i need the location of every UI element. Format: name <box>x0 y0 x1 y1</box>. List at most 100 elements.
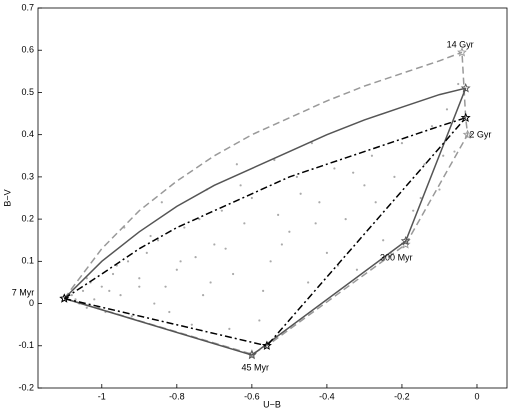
scatter-point <box>374 201 377 204</box>
scatter-point <box>280 243 283 246</box>
scatter-point <box>382 239 385 242</box>
star-marker <box>460 112 471 122</box>
scatter-point <box>352 171 355 174</box>
scatter-point <box>355 268 359 271</box>
scatter-point <box>138 285 141 288</box>
scatter-point <box>370 154 374 157</box>
scatter-point <box>93 298 96 301</box>
scatter-point <box>430 125 434 128</box>
scatter-point <box>108 289 111 292</box>
annotation: 300 Myr <box>380 252 413 262</box>
scatter-point <box>299 192 302 195</box>
star-marker <box>246 349 257 360</box>
y-axis-label: B−V <box>2 189 12 206</box>
scatter-point <box>224 247 227 250</box>
scatter-point <box>156 239 160 242</box>
scatter-point <box>363 184 366 187</box>
scatter-point <box>453 150 456 153</box>
star-marker <box>400 235 411 246</box>
scatter-point <box>160 201 163 204</box>
scatter-point <box>126 260 130 263</box>
scatter-point <box>423 163 426 166</box>
scatter-point <box>74 298 77 301</box>
scatter-point <box>130 315 133 318</box>
scatter-point <box>445 108 449 111</box>
scatter-point <box>70 294 73 297</box>
scatter-point <box>277 213 280 216</box>
annotation: 14 Gyr <box>447 40 474 50</box>
star-marker <box>462 129 473 139</box>
scatter-point <box>438 188 441 191</box>
scatter-point <box>138 277 141 280</box>
scatter-point <box>183 226 186 229</box>
y-tick-label: 0.6 <box>21 45 34 55</box>
star-marker <box>59 293 70 303</box>
x-tick-label: -0.6 <box>244 391 260 401</box>
scatter-point <box>198 218 201 221</box>
series-line <box>63 51 463 299</box>
scatter-point <box>333 167 336 170</box>
scatter-point <box>243 222 246 225</box>
y-tick-label: 0.1 <box>21 256 34 266</box>
scatter-point <box>310 142 313 145</box>
scatter-point <box>153 302 156 305</box>
x-tick-label: -0.8 <box>169 391 185 401</box>
scatter-point <box>412 209 415 212</box>
scatter-point <box>307 281 310 284</box>
scatter-point <box>262 289 265 292</box>
series-line <box>63 87 466 300</box>
star-marker <box>460 82 471 93</box>
scatter-point <box>295 175 298 178</box>
y-tick-label: -0.1 <box>18 340 34 350</box>
y-tick-label: 0 <box>29 298 34 308</box>
y-tick-label: 0.7 <box>21 2 34 12</box>
scatter-point <box>194 256 197 259</box>
y-tick-label: 0.4 <box>21 129 34 139</box>
annotation: 45 Myr <box>241 363 269 373</box>
plot-frame <box>37 7 508 389</box>
scatter-point <box>235 163 238 166</box>
y-tick-label: -0.2 <box>18 382 34 392</box>
x-tick-label: -0.2 <box>394 391 410 401</box>
x-axis-label: U−B <box>263 399 281 409</box>
scatter-point <box>81 289 85 292</box>
y-tick-label: 0.3 <box>21 171 34 181</box>
scatter-point <box>442 154 445 157</box>
annotation: 7 Myr <box>12 287 35 297</box>
series-line <box>64 87 467 356</box>
scatter-point <box>168 310 171 314</box>
scatter-point <box>273 158 276 162</box>
scatter-point <box>419 196 422 200</box>
scatter-point <box>119 294 122 297</box>
scatter-point <box>250 196 253 200</box>
scatter-point <box>325 251 329 254</box>
x-tick-label: -1 <box>98 391 106 401</box>
scatter-point <box>111 272 115 276</box>
scatter-point <box>85 306 88 309</box>
annotation: 2 Gyr <box>469 129 491 139</box>
scatter-point <box>314 222 317 225</box>
scatter-point <box>213 243 216 246</box>
scatter-point <box>457 82 460 86</box>
scatter-point <box>164 285 167 288</box>
scatter-point <box>239 184 242 187</box>
y-tick-label: 0.5 <box>21 87 34 97</box>
scatter-point <box>232 272 235 276</box>
scatter-point <box>209 281 212 284</box>
series-line <box>63 117 466 300</box>
scatter-point <box>393 175 396 178</box>
scatter-point <box>400 142 404 145</box>
scatter-point <box>190 323 193 326</box>
scatter-point <box>201 294 205 297</box>
scatter-point <box>175 268 178 271</box>
star-marker <box>261 340 272 350</box>
x-tick-label: 0 <box>474 391 479 401</box>
scatter-point <box>179 260 182 263</box>
star-marker <box>457 47 467 57</box>
scatter-point <box>269 260 272 263</box>
scatter-point <box>318 201 321 204</box>
scatter-point <box>228 327 231 330</box>
scatter-point <box>258 319 261 322</box>
